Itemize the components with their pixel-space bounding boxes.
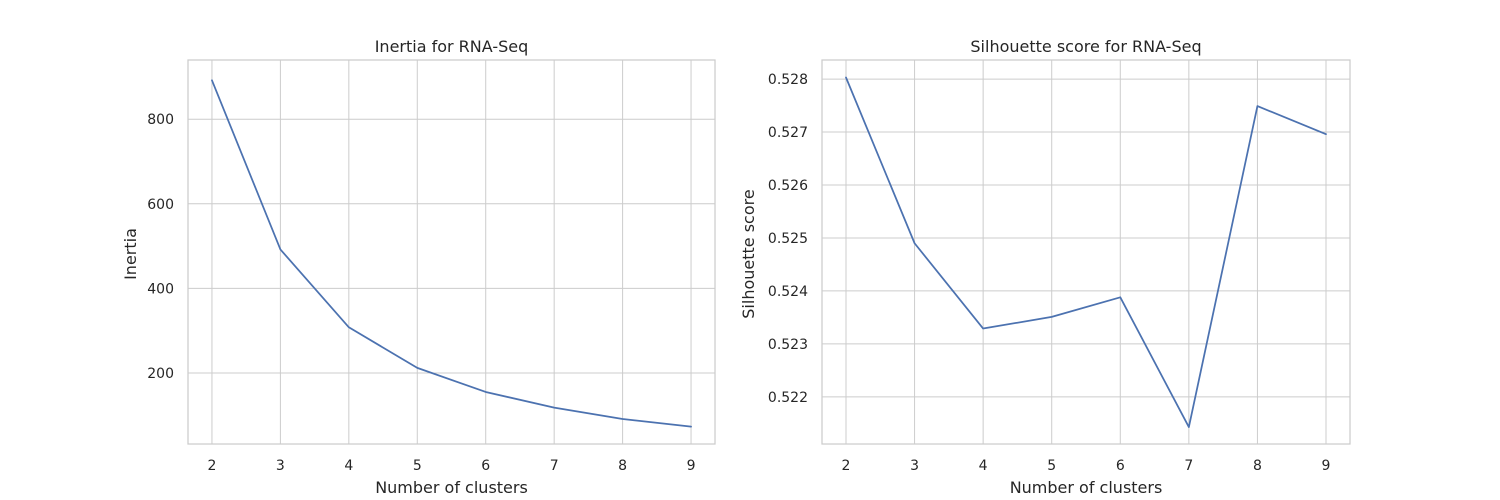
silhouette-y-tick-label: 0.522 — [768, 390, 808, 406]
inertia-x-tick-label: 3 — [276, 458, 285, 474]
inertia-x-tick-label: 2 — [207, 458, 216, 474]
silhouette-series-line — [845, 76, 1327, 428]
inertia-grid — [188, 60, 715, 444]
silhouette-x-tick-label: 7 — [1184, 458, 1193, 474]
silhouette-x-tick-label: 6 — [1116, 458, 1125, 474]
silhouette-plot-frame — [821, 59, 1351, 445]
silhouette-chart-title: Silhouette score for RNA-Seq — [970, 37, 1201, 56]
inertia-x-tick-label: 5 — [413, 458, 422, 474]
silhouette-y-tick-label: 0.528 — [768, 72, 808, 88]
inertia-chart: Inertia for RNA-Seq Number of clusters I… — [121, 37, 716, 497]
silhouette-y-axis-label: Silhouette score — [739, 189, 758, 318]
silhouette-y-tick-label: 0.526 — [768, 178, 808, 194]
silhouette-x-axis-label: Number of clusters — [1010, 478, 1163, 497]
inertia-plot-frame — [187, 59, 716, 445]
inertia-y-tick-label: 200 — [147, 366, 174, 382]
inertia-y-axis-label: Inertia — [121, 228, 140, 280]
silhouette-y-tick-label: 0.523 — [768, 337, 808, 353]
silhouette-y-tick-label: 0.525 — [768, 231, 808, 247]
inertia-x-tick-label: 7 — [550, 458, 559, 474]
silhouette-x-tick-label: 4 — [979, 458, 988, 474]
silhouette-x-tick-label: 2 — [842, 458, 851, 474]
inertia-x-tick-label: 6 — [481, 458, 490, 474]
inertia-x-tick-label: 4 — [344, 458, 353, 474]
inertia-y-tick-label: 600 — [147, 197, 174, 213]
silhouette-x-tick-label: 5 — [1047, 458, 1056, 474]
inertia-x-tick-label: 8 — [618, 458, 627, 474]
silhouette-x-tick-label: 3 — [910, 458, 919, 474]
inertia-series-line — [211, 79, 692, 428]
silhouette-y-tick-label: 0.524 — [768, 284, 808, 300]
inertia-y-tick-label: 400 — [147, 281, 174, 297]
silhouette-chart: Silhouette score for RNA-Seq Number of c… — [739, 37, 1351, 497]
silhouette-grid — [822, 60, 1350, 444]
silhouette-x-tick-label: 8 — [1253, 458, 1262, 474]
inertia-x-axis-label: Number of clusters — [375, 478, 528, 497]
inertia-chart-title: Inertia for RNA-Seq — [375, 37, 529, 56]
silhouette-x-tick-label: 9 — [1322, 458, 1331, 474]
inertia-y-tick-label: 800 — [147, 112, 174, 128]
inertia-x-tick-label: 9 — [687, 458, 696, 474]
silhouette-y-tick-label: 0.527 — [768, 125, 808, 141]
